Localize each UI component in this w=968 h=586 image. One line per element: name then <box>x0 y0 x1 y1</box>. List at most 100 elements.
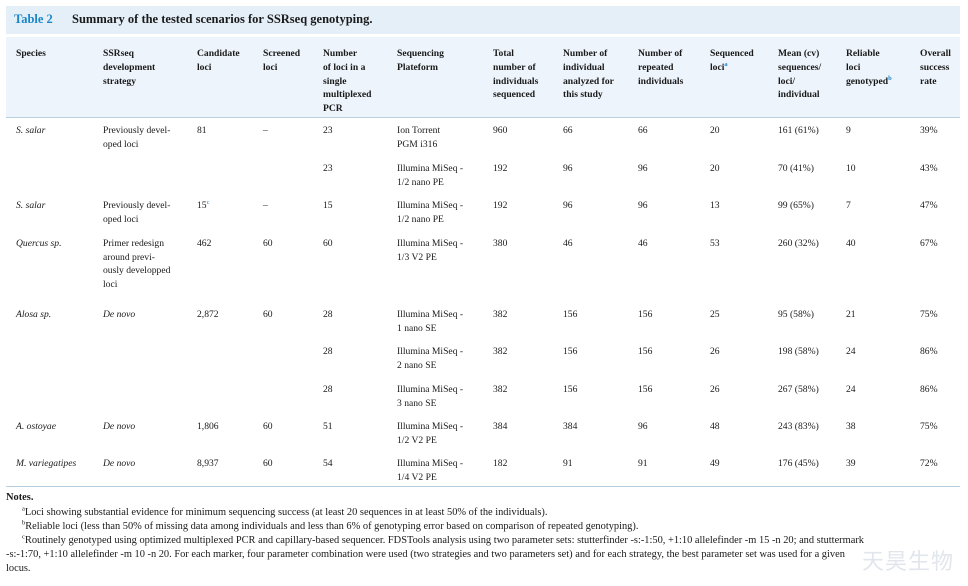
table-cell: 462 <box>197 238 212 249</box>
table-number: Table 2 <box>14 12 53 26</box>
table-cell: 382 <box>493 384 508 395</box>
table-cell: 38 <box>846 421 856 432</box>
table-cell: Ion Torrent PGM i316 <box>397 125 441 150</box>
table-cell: 99 (65%) <box>778 200 814 211</box>
table-cell: Previously devel- oped loci <box>103 200 171 225</box>
table-cell: 96 <box>563 163 573 174</box>
table-cell: – <box>263 200 268 211</box>
table-cell: 51 <box>323 421 333 432</box>
table-cell: 28 <box>323 309 333 320</box>
table-cell: 81 <box>197 125 207 136</box>
table-cell: Primer redesign around previ- ously deve… <box>103 238 171 290</box>
table-cell: 2,872 <box>197 309 219 320</box>
table-cell: 60 <box>263 421 273 432</box>
table-cell: 156 <box>638 346 653 357</box>
table-cell: 46 <box>563 238 573 249</box>
table-cell: 53 <box>710 238 720 249</box>
footnote: bReliable loci (less than 50% of missing… <box>22 519 639 532</box>
column-header: Number of loci in a single multiplexed P… <box>323 48 372 115</box>
species-cell: M. variegatipes <box>16 458 77 469</box>
species-cell: A. ostoyae <box>16 421 56 432</box>
table-cell: 91 <box>638 458 648 469</box>
table-cell: 182 <box>493 458 508 469</box>
column-header: Number of repeated individuals <box>638 48 684 87</box>
column-header: Sequencing Plateform <box>397 48 444 73</box>
table-title: Summary of the tested scenarios for SSRs… <box>72 12 373 26</box>
table-cell: 8,937 <box>197 458 219 469</box>
footnote-marker: b <box>888 74 892 82</box>
footnote-marker: c <box>22 533 25 541</box>
table-cell: Illumina MiSeq - 1/2 nano PE <box>397 163 464 188</box>
species-cell: S. salar <box>16 125 46 136</box>
table-cell: 72% <box>920 458 938 469</box>
table-cell: 25 <box>710 309 720 320</box>
table-cell: 15 <box>323 200 333 211</box>
footnote-marker: b <box>22 519 26 527</box>
table-cell: 96 <box>638 200 648 211</box>
table-cell: 60 <box>263 458 273 469</box>
table-cell: 23 <box>323 163 333 174</box>
table-cell: 156 <box>563 384 578 395</box>
table-cell: 10 <box>846 163 856 174</box>
column-header: Sequenced locia <box>710 48 754 73</box>
table-cell: 384 <box>493 421 508 432</box>
table-cell: 47% <box>920 200 938 211</box>
table-cell: Illumina MiSeq - 1/2 nano PE <box>397 200 464 225</box>
table-cell: Previously devel- oped loci <box>103 125 171 150</box>
table-cell: 26 <box>710 384 720 395</box>
table-cell: 382 <box>493 346 508 357</box>
table-cell: 75% <box>920 421 938 432</box>
column-header: Candidate loci <box>197 48 240 73</box>
table-cell: De novo <box>103 421 136 432</box>
species-cell: S. salar <box>16 200 46 211</box>
table-cell: Illumina MiSeq - 1/4 V2 PE <box>397 458 464 483</box>
table-cell: 9 <box>846 125 851 136</box>
table-cell: 156 <box>563 346 578 357</box>
table-caption: Table 2 Summary of the tested scenarios … <box>6 6 960 34</box>
table-cell: 60 <box>263 309 273 320</box>
footnote-marker: c <box>206 198 210 206</box>
table-cell: 86% <box>920 384 938 395</box>
table-cell: 67% <box>920 238 938 249</box>
table-cell: 380 <box>493 238 508 249</box>
species-cell: Alosa sp. <box>16 309 52 320</box>
table-cell: 7 <box>846 200 851 211</box>
table-cell: 20 <box>710 163 720 174</box>
table-cell: 75% <box>920 309 938 320</box>
table-cell: De novo <box>103 309 136 320</box>
table-cell: – <box>263 125 268 136</box>
table-cell: 49 <box>710 458 720 469</box>
table-cell: 39% <box>920 125 938 136</box>
table-cell: Illumina MiSeq - 1/3 V2 PE <box>397 238 464 263</box>
table-cell: 26 <box>710 346 720 357</box>
table-cell: Illumina MiSeq - 1 nano SE <box>397 309 464 334</box>
watermark-logo: 天昊生物 <box>861 550 954 575</box>
notes-heading: Notes. <box>6 492 34 503</box>
table-cell: 28 <box>323 384 333 395</box>
table-cell: 267 (58%) <box>778 384 819 395</box>
table-cell: 86% <box>920 346 938 357</box>
table-cell: 156 <box>563 309 578 320</box>
table-cell: 192 <box>493 163 508 174</box>
table-cell: 176 (45%) <box>778 458 819 469</box>
table-cell: 66 <box>563 125 573 136</box>
table-cell: 96 <box>638 163 648 174</box>
table-cell: 95 (58%) <box>778 309 814 320</box>
table-cell: 46 <box>638 238 648 249</box>
column-header: Reliable loci genotypedb <box>846 48 892 87</box>
table-cell: 243 (83%) <box>778 421 819 432</box>
species-cell: Quercus sp. <box>16 238 62 249</box>
column-header: SSRseq development strategy <box>103 48 156 87</box>
column-header: Species <box>16 48 46 59</box>
column-header: Overall success rate <box>920 48 951 87</box>
table-cell: 96 <box>563 200 573 211</box>
table-cell: 40 <box>846 238 856 249</box>
table-cell: 43% <box>920 163 938 174</box>
footnote: aLoci showing substantial evidence for m… <box>22 505 548 518</box>
column-header: Screened loci <box>263 48 301 73</box>
table-cell: 384 <box>563 421 578 432</box>
column-header: Number of individual analyzed for this s… <box>563 48 614 101</box>
footnote-marker: a <box>22 505 25 513</box>
table-cell: Illumina MiSeq - 2 nano SE <box>397 346 464 371</box>
table-cell: 13 <box>710 200 720 211</box>
